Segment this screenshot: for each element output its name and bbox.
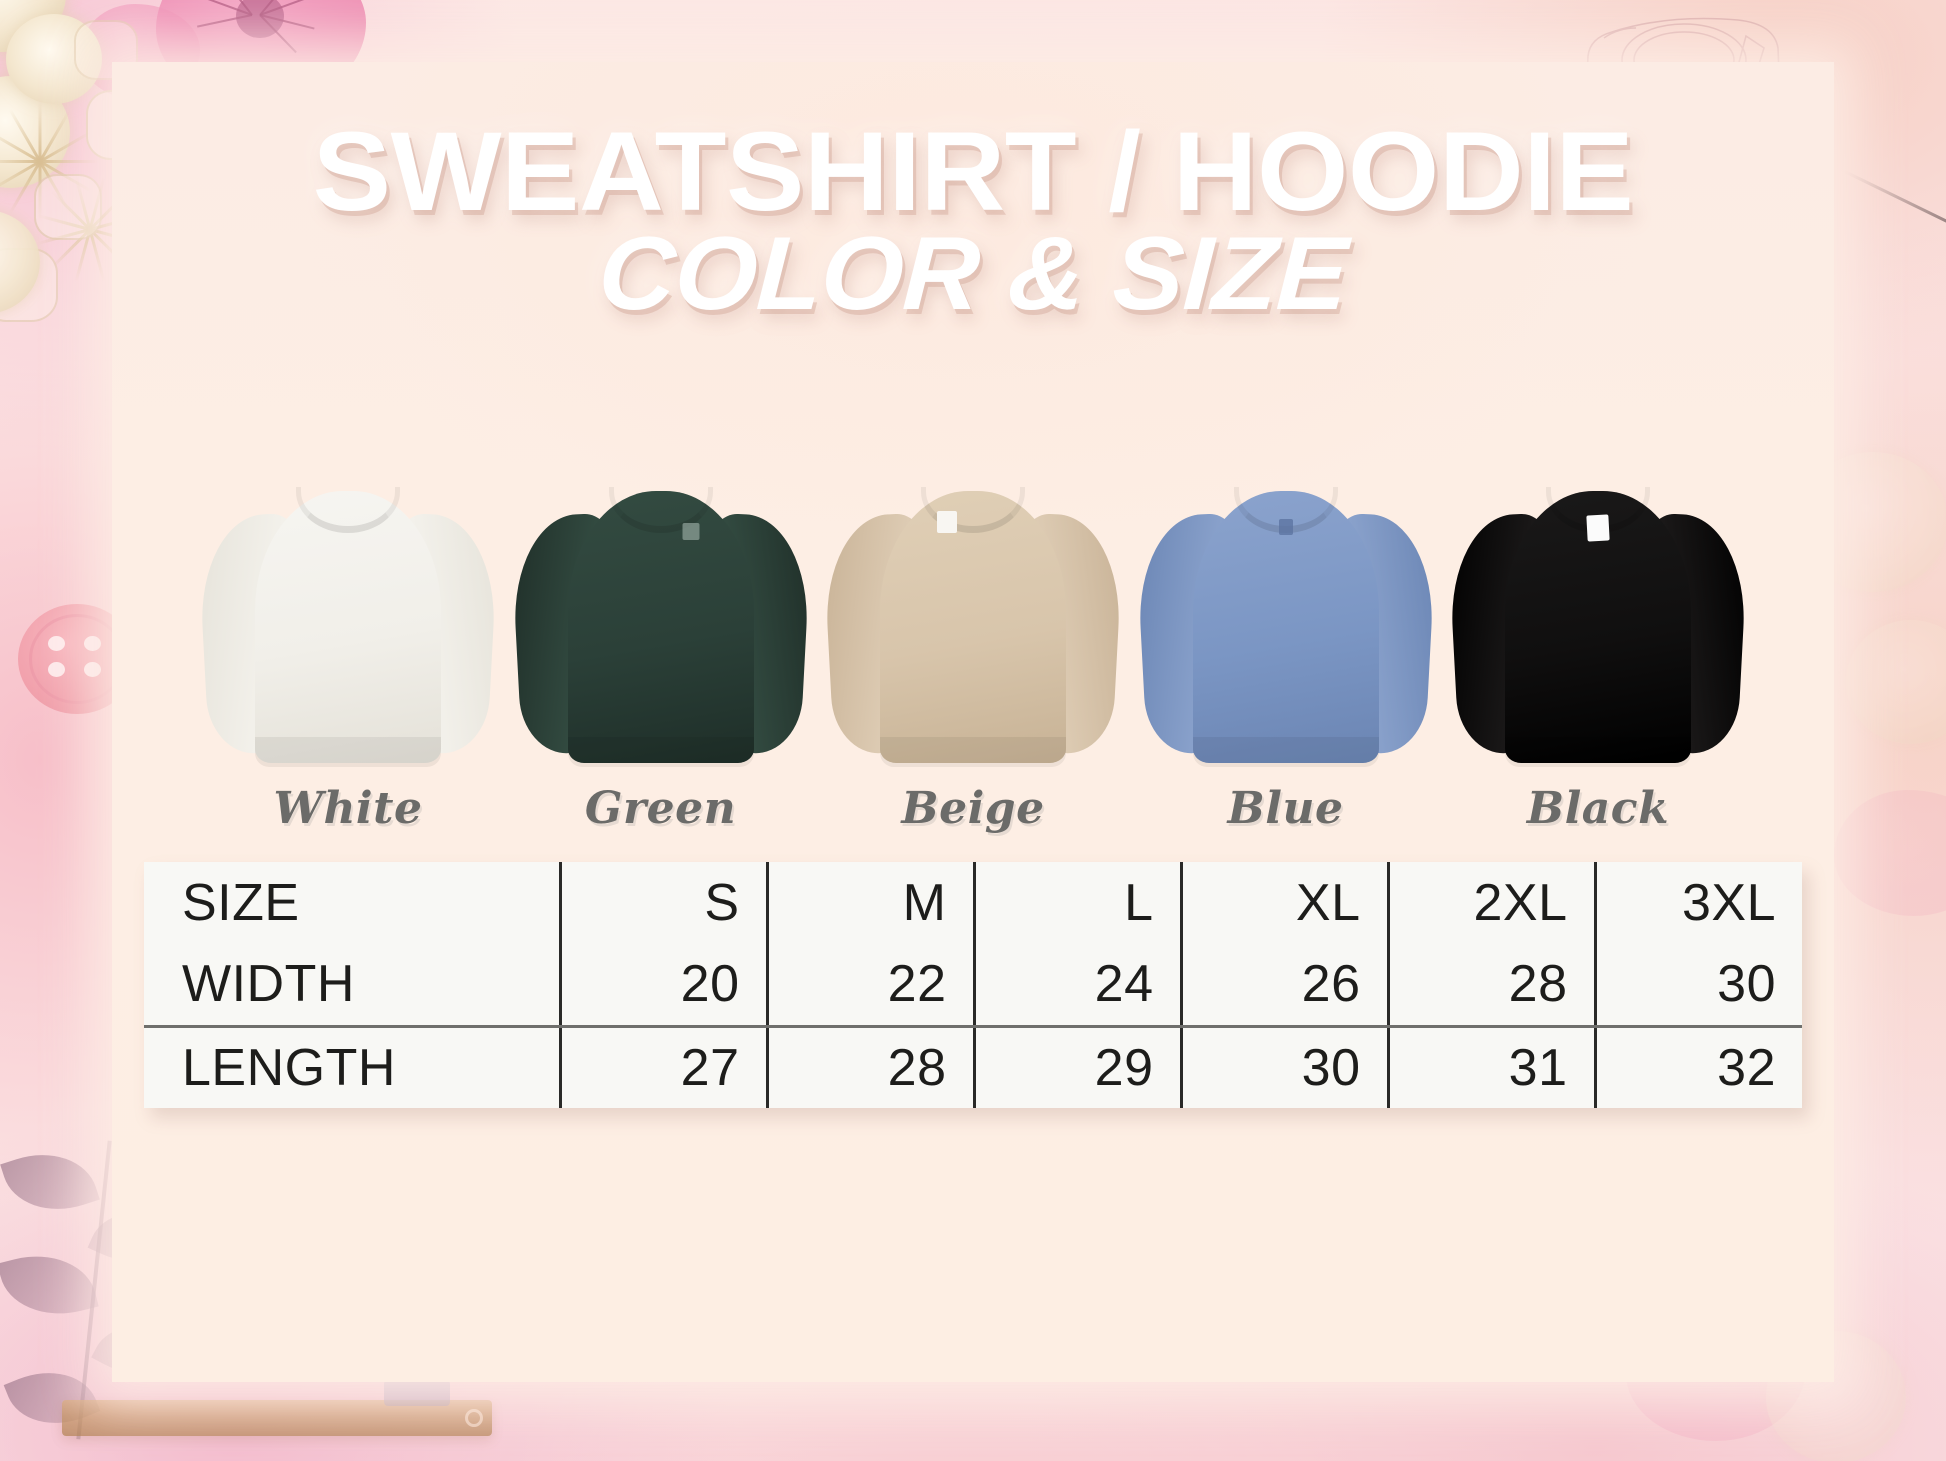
size-chart-table: SIZE S M L XL 2XL 3XL WIDTH 20 22 24 xyxy=(144,862,1802,1108)
table-header-3xl: 3XL xyxy=(1681,874,1776,932)
color-label-beige: Beige xyxy=(901,783,1045,834)
color-swatch-blue[interactable]: Blue xyxy=(1134,457,1437,834)
table-header-row: SIZE S M L XL 2XL 3XL xyxy=(144,862,1802,944)
row-label-width: WIDTH xyxy=(144,944,562,1028)
cell-length-xl: 30 xyxy=(1181,1026,1390,1108)
sweatshirt-image-black xyxy=(1446,457,1750,767)
stamen-icon xyxy=(259,14,315,30)
table-header-size: SIZE xyxy=(144,862,562,944)
cream-flower-icon xyxy=(0,76,70,188)
cream-flower-icon xyxy=(0,210,40,314)
cream-flower-icon xyxy=(6,14,102,104)
cell-width-s: 20 xyxy=(560,944,769,1028)
cream-flower-icon xyxy=(1846,620,1946,744)
sweatshirt-image-blue xyxy=(1134,457,1437,767)
hydrangea-petal-icon xyxy=(0,248,58,322)
color-swatch-row: White Green xyxy=(152,454,1794,834)
cream-flower-icon xyxy=(0,0,66,52)
thread-spool-icon xyxy=(384,1380,450,1406)
cell-length-3xl: 32 xyxy=(1717,1038,1776,1097)
stamen-icon xyxy=(197,14,253,28)
cell-width-xl: 26 xyxy=(1181,944,1390,1028)
table-header-xl: XL xyxy=(1181,862,1390,944)
cherry-blossom-icon xyxy=(1834,790,1946,916)
size-chart: SIZE S M L XL 2XL 3XL WIDTH 20 22 24 xyxy=(144,862,1802,1108)
neck-tag-icon xyxy=(1586,514,1610,542)
sweatshirt-image-green xyxy=(509,457,812,767)
cell-width-m: 22 xyxy=(767,944,976,1028)
page-title: SWEATSHIRT / HOODIE COLOR & SIZE xyxy=(112,115,1834,332)
color-label-green: Green xyxy=(584,783,737,834)
table-header-s: S xyxy=(560,862,769,944)
color-swatch-black[interactable]: Black xyxy=(1446,457,1750,834)
stamen-icon xyxy=(259,0,296,16)
cell-width-3xl: 30 xyxy=(1595,944,1802,1028)
wooden-ruler-icon xyxy=(62,1400,492,1436)
cell-length-l: 29 xyxy=(974,1026,1183,1108)
color-swatch-beige[interactable]: Beige xyxy=(821,457,1125,834)
color-label-black: Black xyxy=(1526,783,1670,834)
title-line-1: SWEATSHIRT / HOODIE xyxy=(312,109,1634,234)
table-row: WIDTH 20 22 24 26 28 30 xyxy=(144,944,1802,1028)
table-header-2xl: 2XL xyxy=(1388,862,1597,944)
stamen-icon xyxy=(259,14,297,54)
cell-length-m: 28 xyxy=(767,1026,976,1108)
color-label-white: White xyxy=(273,783,423,834)
sweatshirt-image-beige xyxy=(821,457,1125,767)
content-panel: SWEATSHIRT / HOODIE COLOR & SIZE White xyxy=(112,62,1834,1382)
table-header-l: L xyxy=(974,862,1183,944)
sweatshirt-image-white xyxy=(196,457,500,767)
table-row: LENGTH 27 28 29 30 31 32 xyxy=(144,1026,1802,1108)
neck-tag-icon xyxy=(937,511,957,533)
stamen-icon xyxy=(217,0,253,16)
color-swatch-green[interactable]: Green xyxy=(509,457,812,834)
blossom-center-icon xyxy=(236,0,284,38)
color-swatch-white[interactable]: White xyxy=(196,457,500,834)
cell-length-s: 27 xyxy=(560,1026,769,1108)
stamen-icon xyxy=(197,0,253,16)
neck-tag-icon xyxy=(682,523,699,540)
neck-tag-icon xyxy=(1278,519,1293,535)
row-label-length: LENGTH xyxy=(144,1026,562,1108)
table-header-m: M xyxy=(767,862,976,944)
title-line-2: COLOR & SIZE xyxy=(595,216,1351,333)
cell-length-2xl: 31 xyxy=(1388,1026,1597,1108)
color-label-blue: Blue xyxy=(1227,783,1344,834)
cell-width-l: 24 xyxy=(974,944,1183,1028)
stamen-icon xyxy=(259,0,315,16)
cell-width-2xl: 28 xyxy=(1388,944,1597,1028)
